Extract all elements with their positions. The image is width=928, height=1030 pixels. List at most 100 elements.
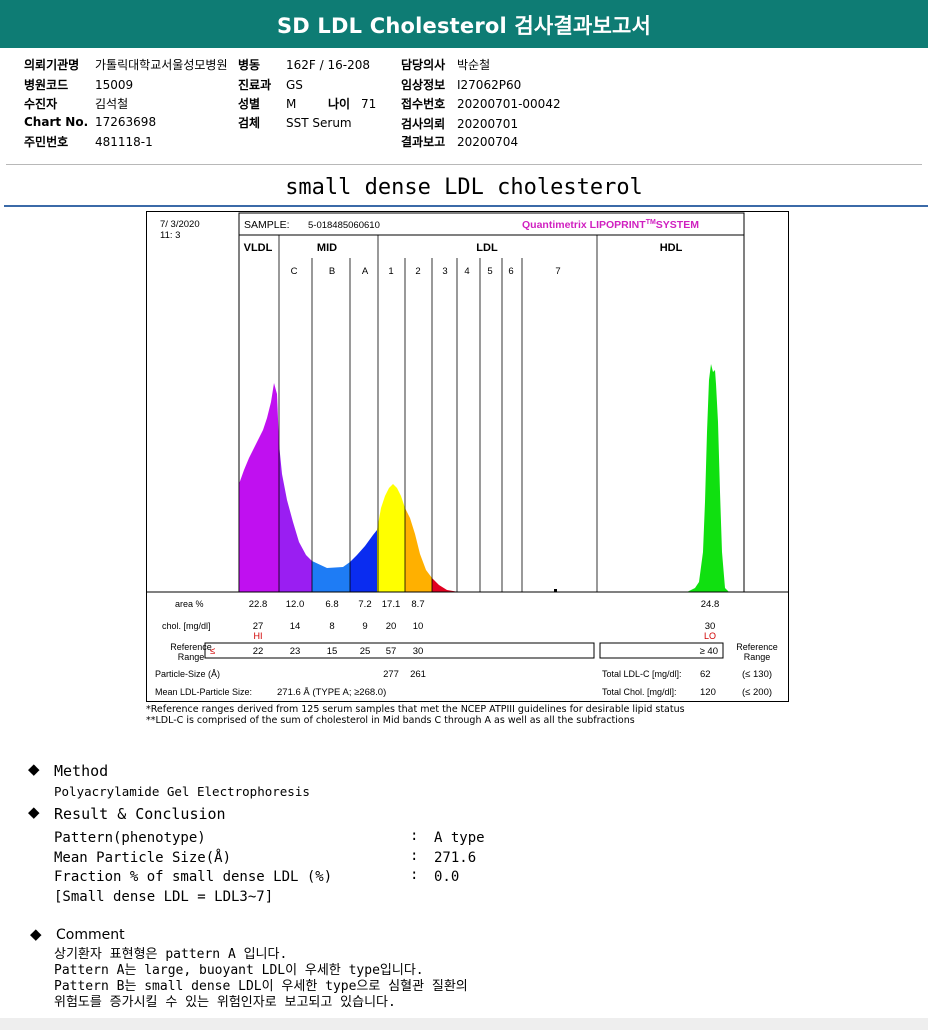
lipoprint-svg: 7/ 3/2020 11: 3 SAMPLE: 5-018485060610 Q… [147, 212, 788, 698]
band-label-1: 1 [388, 266, 393, 277]
sample-id: 5-018485060610 [308, 220, 380, 231]
result-value: 0.0 [434, 869, 460, 885]
trace-fills [239, 364, 729, 592]
trace-mark [554, 589, 557, 592]
ref-value: 22 [253, 646, 264, 657]
group-label-vldl: VLDL [244, 242, 273, 254]
area-value: 22.8 [249, 599, 268, 610]
result-label: Fraction % of small dense LDL (%) [54, 869, 333, 885]
ref-value: 15 [327, 646, 338, 657]
ref-value: 23 [290, 646, 301, 657]
info-department: 진료과 GS [238, 78, 303, 92]
info-chart-no: Chart No. 17263698 [24, 115, 157, 129]
ref-label-line2: Range [178, 652, 205, 662]
comment-bullet: ◆ [30, 925, 42, 943]
result-footnote: [Small dense LDL = LDL3~7] [54, 889, 274, 905]
method-text: Polyacrylamide Gel Electrophoresis [54, 784, 310, 799]
result-label: Pattern(phenotype) [54, 830, 206, 846]
band-label-6: 6 [508, 266, 513, 277]
info-age: 나이 71 [328, 97, 377, 111]
info-sex: 성별 M [238, 97, 297, 111]
info-doctor: 담당의사 박순철 [401, 58, 491, 72]
mean-ldl-value: 271.6 Å (TYPE A; ≥268.0) [277, 687, 386, 698]
info-receipt-no: 접수번호 20200701-00042 [401, 97, 561, 111]
ref-value: 25 [360, 646, 371, 657]
result-sep: : [410, 867, 419, 883]
lipoprint-chart: 7/ 3/2020 11: 3 SAMPLE: 5-018485060610 Q… [146, 211, 789, 702]
report-header-bar: SD LDL Cholesterol 검사결과보고서 [0, 0, 928, 48]
fill-mid-c [279, 444, 312, 592]
group-label-mid: MID [317, 242, 337, 254]
info-report-date: 결과보고 20200704 [401, 135, 519, 149]
area-value: 7.2 [358, 599, 371, 610]
info-hospital-code: 병원코드 15009 [24, 78, 134, 92]
info-clinical: 임상정보 I27062P60 [401, 78, 522, 92]
ref-label-right-line1: Reference [736, 642, 778, 652]
band-separators [238, 235, 598, 592]
row-label-area: area % [175, 599, 204, 609]
band-label-a: A [362, 266, 369, 277]
footer-strip [0, 1018, 928, 1030]
band-label-2: 2 [415, 266, 420, 277]
info-patient-name: 수진자 김석철 [24, 97, 129, 111]
chol-value: 10 [413, 621, 424, 632]
fill-ldl-1 [377, 484, 405, 592]
ref-label-right-line2: Range [744, 652, 771, 662]
chol-value: 27 [253, 621, 264, 632]
total-ldl-label: Total LDL-C [mg/dl]: [602, 669, 682, 679]
mean-ldl-label: Mean LDL-Particle Size: [155, 687, 252, 697]
area-value: 8.7 [411, 599, 424, 610]
particle-value: 277 [383, 669, 399, 680]
band-label-3: 3 [442, 266, 447, 277]
area-value: 12.0 [286, 599, 305, 610]
chart-date: 7/ 3/2020 [160, 219, 200, 230]
group-label-hdl: HDL [660, 242, 683, 254]
fill-ldl-3 [432, 578, 459, 592]
row-label-chol: chol. [mg/dl] [162, 621, 211, 631]
chol-value: 8 [329, 621, 334, 632]
method-heading: Method [54, 762, 109, 780]
comment-line: 상기환자 표현형은 pattern A 입니다. [54, 947, 288, 962]
info-request-date: 검사의뢰 20200701 [401, 117, 519, 131]
flag-hi: HI [254, 631, 263, 641]
ref-box [204, 642, 595, 659]
hdl-ref-value: ≥ 40 [700, 646, 718, 657]
hdl-chol-value: 30 [705, 621, 716, 632]
info-resident-no: 주민번호 481118-1 [24, 135, 153, 149]
info-ward: 병동 162F / 16-208 [238, 58, 370, 72]
chol-value: 9 [362, 621, 367, 632]
info-specimen: 검체 SST Serum [238, 116, 352, 130]
band-label-4: 4 [464, 266, 469, 277]
result-sep: : [410, 828, 419, 844]
section-title: small dense LDL cholesterol [285, 175, 643, 200]
method-bullet: ◆ [28, 760, 40, 778]
band-label-7: 7 [555, 266, 560, 277]
footnote-1: *Reference ranges derived from 125 serum… [146, 704, 685, 715]
ref-value: 30 [413, 646, 424, 657]
chol-value: 20 [386, 621, 397, 632]
fill-ldl-2 [405, 508, 432, 592]
comment-line: 위험도를 증가시킬 수 있는 위험인자로 보고되고 있습니다. [54, 995, 396, 1010]
chart-time: 11: 3 [160, 230, 180, 241]
group-label-ldl: LDL [476, 242, 498, 254]
ref-le-sign: ≤ [210, 646, 215, 657]
divider-blue [4, 205, 928, 207]
result-value: 271.6 [434, 850, 477, 866]
area-value: 17.1 [382, 599, 401, 610]
total-ldl-ref: (≤ 130) [742, 669, 772, 680]
hdl-area-value: 24.8 [701, 599, 720, 610]
ref-value: 57 [386, 646, 397, 657]
result-sep: : [410, 848, 419, 864]
band-label-c: C [291, 266, 298, 277]
info-institution: 의뢰기관명 가톨릭대학교서울성모병원 [24, 58, 228, 72]
report-title: SD LDL Cholesterol 검사결과보고서 [276, 14, 652, 38]
result-value: A type [434, 830, 485, 846]
sample-label: SAMPLE: [244, 219, 290, 231]
hdl-ref-box [599, 642, 724, 659]
fill-vldl [239, 383, 279, 592]
particle-value: 261 [410, 669, 426, 680]
total-chol-ref: (≤ 200) [742, 687, 772, 698]
divider [6, 164, 922, 165]
fill-mid-a [350, 530, 377, 592]
band-label-5: 5 [487, 266, 492, 277]
